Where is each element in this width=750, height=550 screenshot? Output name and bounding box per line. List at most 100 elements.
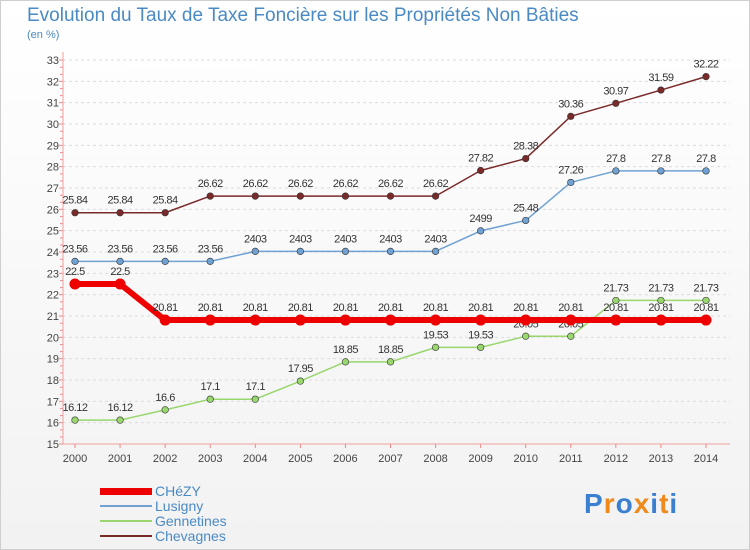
data-label: 27.82	[468, 153, 493, 165]
data-label: 16.6	[155, 392, 175, 404]
data-label: 23.56	[62, 243, 87, 255]
data-label: 25.48	[513, 202, 538, 214]
data-label: 23.56	[198, 243, 223, 255]
data-point	[251, 247, 259, 255]
data-point	[341, 247, 350, 255]
data-label: 18.85	[333, 344, 358, 356]
x-tick-label: 2007	[378, 453, 402, 465]
x-tick-label: 2000	[63, 453, 87, 465]
data-point	[341, 192, 350, 200]
data-label: 27.8	[696, 153, 716, 165]
data-point	[206, 257, 214, 265]
logo-letter: i	[669, 488, 679, 519]
data-label: 20.81	[153, 302, 178, 314]
legend-label: Chevagnes	[155, 528, 226, 544]
data-point	[251, 192, 259, 200]
data-point	[702, 167, 710, 175]
data-point	[522, 332, 530, 340]
y-tick-label: 18	[47, 375, 59, 387]
data-point	[477, 166, 485, 175]
data-point	[431, 343, 440, 351]
data-point	[386, 192, 395, 200]
data-label: 20.81	[423, 302, 448, 314]
chart-title: Evolution du Taux de Taxe Foncière sur l…	[27, 5, 579, 26]
data-point	[610, 314, 622, 326]
data-point	[475, 314, 487, 326]
data-label: 27.8	[606, 153, 626, 165]
data-label: 22.5	[110, 266, 130, 278]
y-tick-label: 29	[47, 140, 59, 152]
x-tick-label: 2009	[468, 453, 492, 465]
legend-label: Lusigny	[155, 498, 204, 514]
legend-item: Gennetines	[100, 514, 300, 529]
data-label: 19.53	[468, 329, 493, 341]
data-point	[251, 395, 259, 403]
data-point	[116, 416, 124, 424]
logo-letter: P	[584, 488, 604, 519]
data-label: 27.8	[651, 153, 671, 165]
data-point	[657, 167, 665, 175]
proxiti-logo: Proxiti	[584, 488, 678, 520]
data-point	[161, 209, 169, 217]
data-point	[69, 278, 81, 290]
data-label: 18.85	[378, 344, 403, 356]
data-label: 16.12	[62, 402, 87, 414]
y-tick-label: 32	[47, 76, 59, 88]
data-point	[565, 314, 577, 326]
x-tick-label: 2010	[513, 453, 537, 465]
data-point	[386, 247, 395, 255]
data-point	[294, 314, 306, 326]
x-tick-label: 2011	[559, 453, 583, 465]
data-point	[161, 406, 169, 414]
y-tick-label: 28	[47, 162, 59, 174]
data-point	[161, 257, 169, 265]
x-tick-label: 2005	[288, 453, 312, 465]
legend-label: Gennetines	[155, 513, 227, 529]
data-point	[567, 178, 575, 187]
y-tick-label: 21	[47, 311, 59, 323]
data-point	[249, 314, 261, 326]
data-point	[567, 332, 575, 340]
data-label: 21.73	[603, 282, 628, 294]
data-label: 30.97	[603, 85, 628, 97]
data-label: 31.59	[648, 72, 673, 84]
data-point	[296, 192, 304, 200]
x-tick-label: 2013	[649, 453, 673, 465]
data-point	[71, 209, 79, 217]
x-tick-label: 2012	[604, 453, 628, 465]
logo-letter: i	[650, 488, 660, 519]
data-label: 19.53	[423, 329, 448, 341]
data-point	[339, 314, 351, 326]
data-point	[477, 227, 485, 235]
data-label: 26.62	[378, 178, 403, 190]
data-point	[702, 73, 710, 81]
x-tick-label: 2006	[333, 453, 357, 465]
data-point	[657, 86, 665, 94]
data-point	[206, 192, 214, 200]
y-tick-label: 20	[47, 332, 59, 344]
data-point	[296, 247, 304, 255]
data-label: 26.62	[243, 178, 268, 190]
data-label: 27.26	[558, 164, 583, 176]
data-label: 28.38	[513, 141, 538, 153]
x-tick-label: 2014	[694, 453, 718, 465]
data-label: 20.81	[288, 302, 313, 314]
y-tick-label: 26	[47, 204, 59, 216]
data-label: 17.1	[201, 381, 221, 393]
data-label: 23.56	[108, 243, 133, 255]
data-label: 16.12	[108, 402, 133, 414]
data-label: 2499	[469, 213, 492, 225]
data-label: 26.62	[198, 178, 223, 190]
data-point	[159, 314, 171, 326]
y-tick-label: 23	[47, 268, 59, 280]
data-label: 20.81	[603, 302, 628, 314]
x-tick-label: 2003	[198, 453, 222, 465]
data-label: 2403	[289, 233, 312, 245]
data-label: 23.56	[153, 243, 178, 255]
data-label: 20.81	[468, 302, 493, 314]
data-point	[206, 395, 214, 403]
data-label: 2403	[244, 233, 267, 245]
data-point	[702, 296, 710, 305]
legend-swatch	[100, 488, 152, 495]
